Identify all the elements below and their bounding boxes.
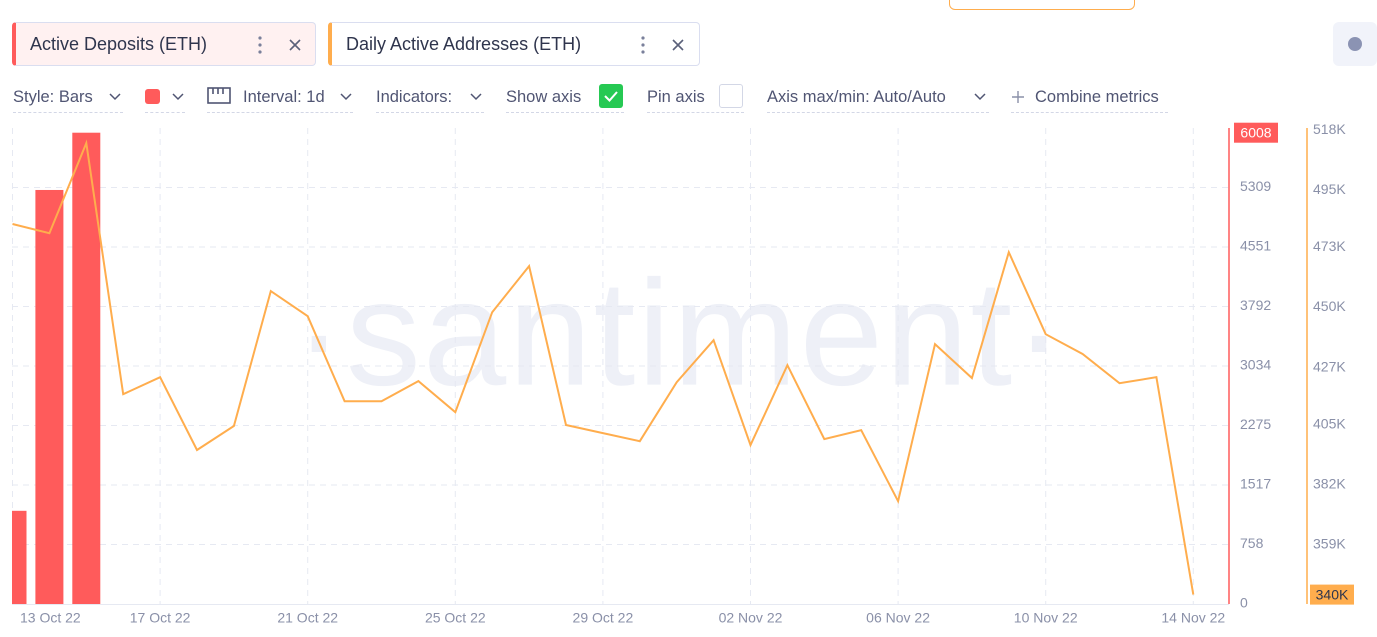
plus-icon <box>1012 91 1024 103</box>
pin-axis-checkbox[interactable] <box>719 84 743 108</box>
underline <box>647 112 744 113</box>
y-tick-label: 5309 <box>1240 178 1271 194</box>
tab-icons[interactable] <box>634 35 694 55</box>
chevron <box>109 93 121 101</box>
combine-metrics[interactable]: Combine metrics <box>1035 88 1159 106</box>
value-marker <box>1310 584 1354 605</box>
axis-range-select[interactable]: Axis max/min: Auto/Auto <box>767 88 946 106</box>
y2-tick-label: 495K <box>1313 181 1346 197</box>
interval-select[interactable]: Interval: 1d <box>243 88 325 106</box>
chevrons <box>109 93 986 101</box>
tab-icons[interactable] <box>251 35 311 55</box>
x-tick-label: 17 Oct 22 <box>130 610 191 626</box>
bar <box>35 189 64 604</box>
y-tick-label: 758 <box>1240 535 1264 551</box>
y2-tick-label: 427K <box>1313 358 1346 374</box>
x-tick-label: 02 Nov 22 <box>719 610 783 626</box>
metric-tab[interactable]: Daily Active Addresses (ETH) <box>328 22 700 66</box>
line <box>12 139 1195 595</box>
y2-tick-label: 359K <box>1313 536 1346 552</box>
x-tick-label: 21 Oct 22 <box>277 610 338 626</box>
underline <box>1011 112 1168 113</box>
chevron <box>974 93 986 101</box>
chevron <box>172 93 184 101</box>
x-tick-label: 13 Oct 22 <box>20 610 81 626</box>
show-axis-checkbox[interactable] <box>599 84 623 108</box>
underline <box>376 112 484 113</box>
check <box>604 91 618 102</box>
indicators-select[interactable]: Indicators: <box>376 88 453 106</box>
y-tick-label: 1517 <box>1240 476 1271 492</box>
y-tick-label: 2275 <box>1240 416 1271 432</box>
ruler-icon <box>207 87 231 104</box>
show-axis-label: Show axis <box>506 88 582 106</box>
color-swatch[interactable] <box>145 89 160 104</box>
y-tick-label: 3034 <box>1240 357 1271 373</box>
y2-tick-label: 473K <box>1313 238 1346 254</box>
y2-tick-label: 518K <box>1313 121 1346 137</box>
underline <box>145 112 185 113</box>
x-tick-label: 06 Nov 22 <box>866 610 930 626</box>
y2-tick-label: 405K <box>1313 416 1346 432</box>
y2-tick-label: 450K <box>1313 298 1346 314</box>
x-tick-label: 10 Nov 22 <box>1014 610 1078 626</box>
pin-axis-label: Pin axis <box>647 88 705 106</box>
chevron <box>340 93 352 101</box>
value-marker-label: 6008 <box>1240 124 1271 140</box>
x-tick-label: 25 Oct 22 <box>425 610 486 626</box>
y-tick-label: 4551 <box>1240 238 1271 254</box>
chevron <box>470 93 482 101</box>
metric-name: Daily Active Addresses (ETH) <box>346 33 582 54</box>
underline <box>767 112 989 113</box>
settings-button[interactable] <box>1333 22 1377 66</box>
watermark: ·santiment· <box>294 249 1066 417</box>
value-marker <box>1234 122 1278 143</box>
underline <box>13 112 123 113</box>
underline <box>207 112 353 113</box>
underline <box>506 112 624 113</box>
y2-tick-label: 382K <box>1313 476 1346 492</box>
value-marker-label: 340K <box>1316 586 1349 602</box>
x-tick-label: 14 Nov 22 <box>1161 610 1225 626</box>
metric-name: Active Deposits (ETH) <box>30 33 208 54</box>
top-button[interactable] <box>949 0 1135 10</box>
metric-tab[interactable]: Active Deposits (ETH) <box>12 22 316 66</box>
x-tick-label: 29 Oct 22 <box>573 610 634 626</box>
y-tick-label: 3792 <box>1240 297 1271 313</box>
style-select[interactable]: Style: Bars <box>13 88 93 106</box>
y-tick-label: 0 <box>1240 595 1248 611</box>
bar <box>12 510 27 604</box>
